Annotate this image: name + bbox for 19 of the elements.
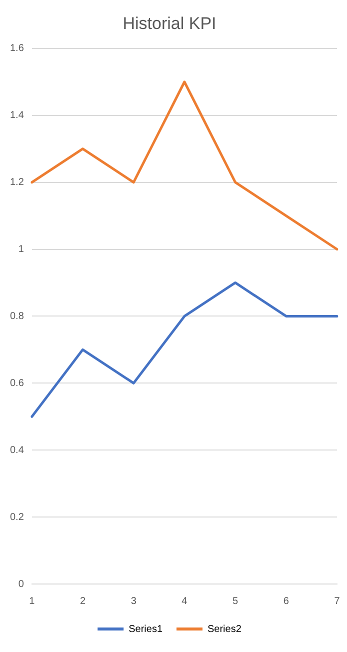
x-tick-label: 2 xyxy=(80,596,86,607)
y-tick-label: 1.4 xyxy=(10,110,24,122)
x-tick-label: 5 xyxy=(232,596,239,607)
x-tick-label: 7 xyxy=(334,596,340,607)
y-tick-label: 1.6 xyxy=(10,43,24,54)
legend-label: Series1 xyxy=(128,624,163,635)
x-tick-label: 6 xyxy=(283,596,290,607)
x-tick-label: 4 xyxy=(182,596,188,607)
y-tick-label: 1.2 xyxy=(10,177,24,188)
y-tick-label: 0 xyxy=(18,578,24,590)
legend-label: Series2 xyxy=(208,624,242,635)
y-tick-label: 0.4 xyxy=(10,444,24,456)
x-tick-label: 3 xyxy=(130,596,137,607)
y-tick-label: 0.8 xyxy=(10,310,24,322)
x-tick-label: 1 xyxy=(29,596,36,607)
chart-title: Historial KPI xyxy=(122,14,216,33)
y-tick-label: 0.2 xyxy=(10,512,24,523)
y-tick-label: 0.6 xyxy=(10,378,24,389)
y-tick-label: 1 xyxy=(18,244,24,255)
